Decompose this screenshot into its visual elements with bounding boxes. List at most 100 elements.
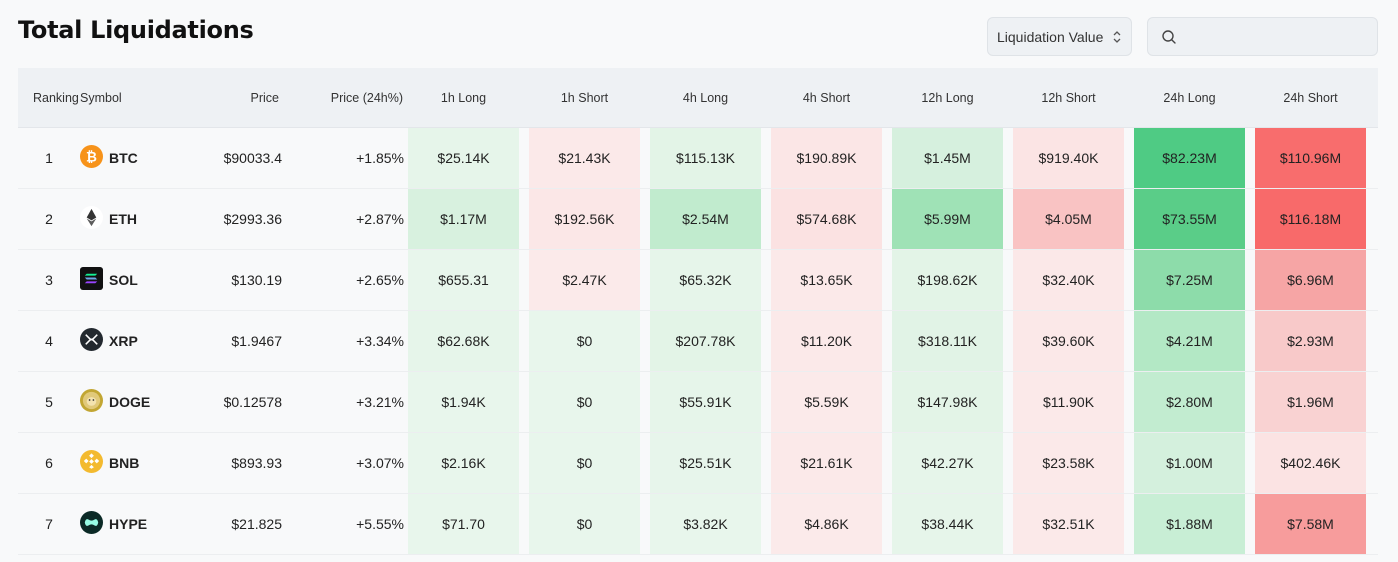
price-cell: $0.12578 xyxy=(223,394,282,410)
header-12h-long[interactable]: 12h Long xyxy=(921,90,974,105)
cell-24h-short: $7.58M xyxy=(1255,494,1366,554)
cell-12h-long: $198.62K xyxy=(892,250,1003,310)
cell-24h-short: $110.96M xyxy=(1255,128,1366,188)
cell-1h-long: $1.17M xyxy=(408,189,519,249)
symbol-label: XRP xyxy=(109,333,138,349)
cell-4h-short: $5.59K xyxy=(771,372,882,432)
cell-4h-short: $11.20K xyxy=(771,311,882,371)
header-4h-short[interactable]: 4h Short xyxy=(802,90,851,105)
search-icon xyxy=(1162,29,1176,44)
cell-4h-long: $115.13K xyxy=(650,128,761,188)
cell-12h-short: $32.51K xyxy=(1013,494,1124,554)
search-box[interactable] xyxy=(1147,17,1378,56)
header-12h-short[interactable]: 12h Short xyxy=(1041,90,1096,105)
cell-1h-short: $21.43K xyxy=(529,128,640,188)
header-4h-long[interactable]: 4h Long xyxy=(682,90,729,105)
cell-1h-long: $655.31 xyxy=(408,250,519,310)
cell-1h-short: $0 xyxy=(529,372,640,432)
symbol-label: DOGE xyxy=(109,394,151,410)
cell-4h-short: $4.86K xyxy=(771,494,882,554)
price-cell: $893.93 xyxy=(231,455,282,471)
cell-1h-long: $62.68K xyxy=(408,311,519,371)
header-24h-long[interactable]: 24h Long xyxy=(1163,90,1216,105)
symbol-cell[interactable]: SOL xyxy=(80,250,166,310)
cell-1h-long: $1.94K xyxy=(408,372,519,432)
svg-text:₿: ₿ xyxy=(86,150,97,165)
hype-icon xyxy=(80,511,103,537)
cell-12h-short: $32.40K xyxy=(1013,250,1124,310)
symbol-cell[interactable]: HYPE xyxy=(80,494,166,554)
cell-1h-short: $0 xyxy=(529,311,640,371)
doge-icon xyxy=(80,389,103,415)
cell-4h-long: $207.78K xyxy=(650,311,761,371)
symbol-label: HYPE xyxy=(109,516,148,532)
header-price-change[interactable]: Price (24h%) xyxy=(330,90,403,105)
header-24h-short[interactable]: 24h Short xyxy=(1283,90,1338,105)
cell-12h-long: $1.45M xyxy=(892,128,1003,188)
price-change-cell: +3.21% xyxy=(356,394,404,410)
liquidation-value-dropdown[interactable]: Liquidation Value xyxy=(987,17,1132,56)
price-cell: $2993.36 xyxy=(223,211,282,227)
cell-12h-long: $42.27K xyxy=(892,433,1003,493)
header-ranking[interactable]: Ranking xyxy=(33,90,79,105)
cell-24h-long: $1.00M xyxy=(1134,433,1245,493)
cell-24h-long: $82.23M xyxy=(1134,128,1245,188)
symbol-cell[interactable]: DOGE xyxy=(80,372,166,432)
symbol-cell[interactable]: XRP xyxy=(80,311,166,371)
table-row[interactable]: 1 ₿ BTC $90033.4 +1.85% $25.14K $21.43K $115.13… xyxy=(18,128,1378,189)
cell-1h-long: $2.16K xyxy=(408,433,519,493)
cell-24h-long: $1.88M xyxy=(1134,494,1245,554)
cell-12h-long: $318.11K xyxy=(892,311,1003,371)
header-price[interactable]: Price xyxy=(250,90,279,105)
xrp-icon xyxy=(80,328,103,354)
header-1h-long[interactable]: 1h Long xyxy=(440,90,487,105)
cell-12h-short: $4.05M xyxy=(1013,189,1124,249)
price-cell: $1.9467 xyxy=(231,333,282,349)
cell-1h-long: $25.14K xyxy=(408,128,519,188)
btc-icon: ₿ xyxy=(80,145,103,171)
price-change-cell: +1.85% xyxy=(356,150,404,166)
symbol-label: BNB xyxy=(109,455,140,471)
symbol-label: ETH xyxy=(109,211,137,227)
cell-12h-short: $23.58K xyxy=(1013,433,1124,493)
table-row[interactable]: 3 SOL $130.19 +2.65% $655.31 $2.47K $65.32K $13… xyxy=(18,250,1378,311)
cell-24h-short: $2.93M xyxy=(1255,311,1366,371)
cell-1h-short: $192.56K xyxy=(529,189,640,249)
search-input[interactable] xyxy=(1183,17,1377,56)
sol-icon xyxy=(80,267,103,293)
cell-12h-long: $38.44K xyxy=(892,494,1003,554)
table-row[interactable]: 5 DOGE $0.12578 +3.21% $1.94K $0 $55.91K $5.59K… xyxy=(18,372,1378,433)
table-row[interactable]: 7 HYPE $21.825 +5.55% $71.70 $0 $3.82K $4.86K $3… xyxy=(18,494,1378,555)
cell-24h-short: $6.96M xyxy=(1255,250,1366,310)
cell-24h-long: $73.55M xyxy=(1134,189,1245,249)
symbol-cell[interactable]: BNB xyxy=(80,433,166,493)
price-change-cell: +3.34% xyxy=(356,333,404,349)
rank-cell: 1 xyxy=(45,150,53,166)
rank-cell: 3 xyxy=(45,272,53,288)
cell-24h-short: $116.18M xyxy=(1255,189,1366,249)
symbol-cell[interactable]: ₿ BTC xyxy=(80,128,166,188)
table-body: 1 ₿ BTC $90033.4 +1.85% $25.14K $21.43K $115.13… xyxy=(18,128,1378,555)
cell-12h-short: $919.40K xyxy=(1013,128,1124,188)
rank-cell: 7 xyxy=(45,516,53,532)
bnb-icon xyxy=(80,450,103,476)
rank-cell: 4 xyxy=(45,333,53,349)
cell-4h-long: $2.54M xyxy=(650,189,761,249)
symbol-cell[interactable]: ETH xyxy=(80,189,166,249)
rank-cell: 6 xyxy=(45,455,53,471)
price-change-cell: +2.87% xyxy=(356,211,404,227)
table-row[interactable]: 2 ETH $2993.36 +2.87% $1.17M $192.56K $2.54M $5… xyxy=(18,189,1378,250)
cell-4h-short: $21.61K xyxy=(771,433,882,493)
header-symbol[interactable]: Symbol xyxy=(80,90,122,105)
eth-icon xyxy=(80,206,103,232)
cell-1h-short: $0 xyxy=(529,433,640,493)
cell-24h-long: $2.80M xyxy=(1134,372,1245,432)
header-1h-short[interactable]: 1h Short xyxy=(560,90,609,105)
price-cell: $90033.4 xyxy=(223,150,282,166)
table-row[interactable]: 4 XRP $1.9467 +3.34% $62.68K $0 $207.78K $11.20… xyxy=(18,311,1378,372)
cell-24h-long: $7.25M xyxy=(1134,250,1245,310)
price-cell: $130.19 xyxy=(231,272,282,288)
price-cell: $21.825 xyxy=(231,516,282,532)
symbol-label: SOL xyxy=(109,272,138,288)
table-row[interactable]: 6 BNB $893.93 +3.07% $2.16K $0 $25.51K $21.61K $… xyxy=(18,433,1378,494)
